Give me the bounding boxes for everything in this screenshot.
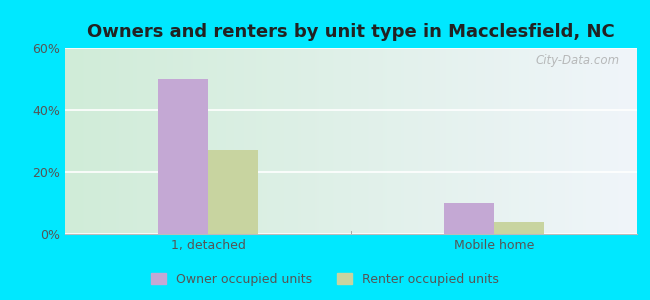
Bar <box>208 150 258 234</box>
Title: Owners and renters by unit type in Macclesfield, NC: Owners and renters by unit type in Maccl… <box>87 23 615 41</box>
Legend: Owner occupied units, Renter occupied units: Owner occupied units, Renter occupied un… <box>146 268 504 291</box>
Bar <box>494 222 544 234</box>
Text: City-Data.com: City-Data.com <box>536 54 620 67</box>
Bar <box>158 79 208 234</box>
Bar <box>444 203 494 234</box>
